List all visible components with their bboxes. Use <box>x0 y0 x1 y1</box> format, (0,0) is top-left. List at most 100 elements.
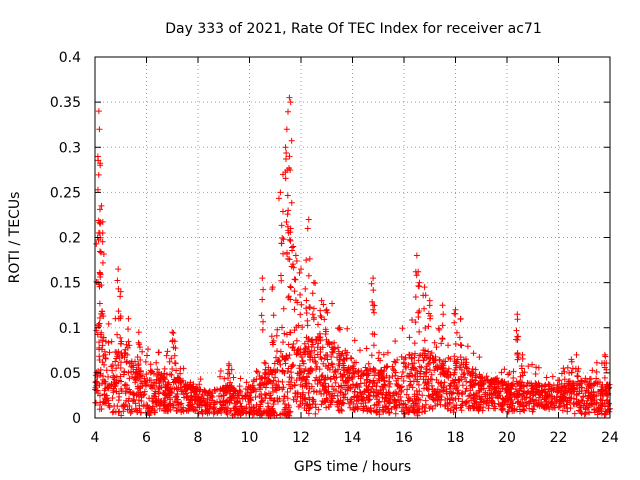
x-tick-label: 24 <box>601 430 619 446</box>
data-point <box>315 406 322 413</box>
data-point <box>599 382 606 389</box>
data-point <box>144 346 151 353</box>
data-point <box>392 389 399 396</box>
data-point <box>277 189 284 196</box>
data-point <box>196 381 203 388</box>
data-point <box>199 409 206 416</box>
data-point <box>335 344 342 351</box>
data-point <box>179 407 186 414</box>
data-point <box>583 378 590 385</box>
data-point <box>97 273 104 280</box>
data-point <box>332 387 339 394</box>
data-point <box>165 403 172 410</box>
data-point <box>406 352 413 359</box>
data-point <box>207 401 214 408</box>
data-point <box>96 346 103 353</box>
data-point <box>96 126 103 133</box>
data-point <box>291 382 298 389</box>
data-point <box>291 327 298 334</box>
data-point <box>472 366 479 373</box>
data-point <box>454 387 461 394</box>
data-point <box>96 283 103 290</box>
data-point <box>287 283 294 290</box>
data-point <box>232 387 239 394</box>
data-point <box>265 376 272 383</box>
data-point <box>152 398 159 405</box>
data-point <box>281 330 288 337</box>
data-point <box>262 391 269 398</box>
data-point <box>392 338 399 345</box>
data-point <box>123 359 130 366</box>
data-point <box>275 378 282 385</box>
data-point <box>332 379 339 386</box>
data-point <box>217 368 224 375</box>
data-point <box>375 355 382 362</box>
data-point <box>326 404 333 411</box>
data-point <box>103 367 110 374</box>
data-point <box>561 376 568 383</box>
data-point <box>493 385 500 392</box>
data-point <box>297 398 304 405</box>
data-point <box>113 379 120 386</box>
data-point <box>140 403 147 410</box>
data-point <box>117 288 124 295</box>
data-point <box>490 390 497 397</box>
data-point <box>366 393 373 400</box>
data-point <box>284 395 291 402</box>
data-point <box>574 373 581 380</box>
data-point <box>327 375 334 382</box>
data-point <box>258 312 265 319</box>
data-point <box>439 335 446 342</box>
data-point <box>99 259 106 266</box>
data-point <box>286 236 293 243</box>
data-point <box>482 391 489 398</box>
data-point <box>320 301 327 308</box>
data-point <box>256 386 263 393</box>
data-point <box>520 390 527 397</box>
data-point <box>317 379 324 386</box>
data-point <box>318 314 325 321</box>
data-point <box>603 360 610 367</box>
data-point <box>549 373 556 380</box>
data-point <box>95 237 102 244</box>
data-point <box>262 381 269 388</box>
data-point <box>120 371 127 378</box>
data-point <box>106 404 113 411</box>
data-point <box>100 250 107 257</box>
data-point <box>337 370 344 377</box>
data-point <box>514 336 521 343</box>
data-point <box>421 284 428 291</box>
data-point <box>221 375 228 382</box>
data-point <box>301 340 308 347</box>
data-point <box>287 166 294 173</box>
data-point <box>542 396 549 403</box>
data-point <box>126 342 133 349</box>
data-point <box>495 393 502 400</box>
data-point <box>313 389 320 396</box>
data-point <box>583 385 590 392</box>
data-point <box>313 374 320 381</box>
data-point <box>371 372 378 379</box>
data-point <box>403 391 410 398</box>
data-point <box>108 363 115 370</box>
data-point <box>117 313 124 320</box>
data-point <box>421 408 428 415</box>
data-point <box>101 361 108 368</box>
data-point <box>515 399 522 406</box>
data-point <box>97 162 104 169</box>
data-point <box>282 144 289 151</box>
data-point <box>169 366 176 373</box>
data-point <box>321 355 328 362</box>
data-point <box>383 389 390 396</box>
data-point <box>455 395 462 402</box>
data-point <box>347 396 354 403</box>
data-point <box>132 377 139 384</box>
data-point <box>593 359 600 366</box>
data-point <box>586 392 593 399</box>
data-point <box>402 354 409 361</box>
data-point <box>242 392 249 399</box>
data-point <box>470 350 477 357</box>
data-point <box>102 378 109 385</box>
data-point <box>292 393 299 400</box>
data-point <box>494 375 501 382</box>
